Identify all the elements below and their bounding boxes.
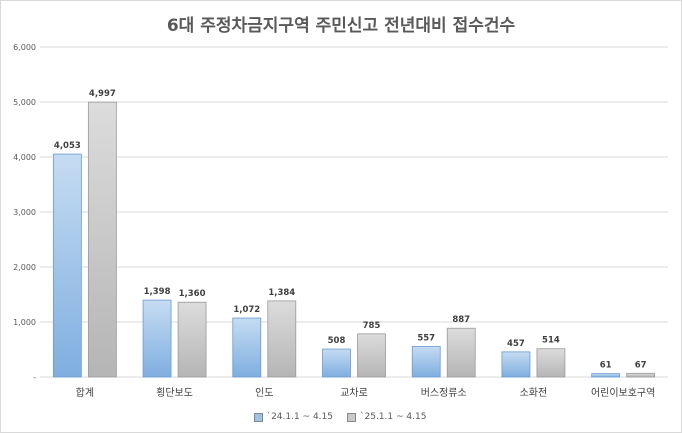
- data-label: 67: [635, 360, 647, 370]
- y-axis: - 1,000 2,000 3,000 4,000 5,000 6,000: [13, 43, 36, 382]
- category-label: 버스정류소: [421, 387, 467, 399]
- legend-label-2025: `25.1.1 ~ 4.15: [360, 412, 427, 422]
- y-tick-label: 1,000: [13, 318, 36, 327]
- bar-0-0: [52, 153, 82, 378]
- bar-0-1: [142, 299, 172, 378]
- category-label: 소화전: [520, 387, 548, 399]
- data-label: 1,072: [233, 305, 260, 315]
- bar-1-6: [626, 372, 656, 378]
- y-tick-label: 5,000: [13, 98, 36, 107]
- data-label: 785: [363, 321, 381, 331]
- data-label: 1,398: [144, 287, 171, 297]
- data-label: 508: [328, 336, 346, 346]
- legend: `24.1.1 ~ 4.15 `25.1.1 ~ 4.15: [0, 412, 680, 422]
- category-label: 합계: [76, 387, 94, 399]
- y-tick-label: 6,000: [13, 43, 36, 52]
- bar-1-3: [357, 333, 386, 378]
- bar-1-5: [536, 348, 566, 378]
- data-label: 1,384: [268, 288, 295, 298]
- bar-0-3: [322, 348, 351, 378]
- legend-item-2025: `25.1.1 ~ 4.15: [347, 412, 426, 422]
- bars: [52, 101, 656, 378]
- gridlines: [40, 46, 668, 378]
- legend-swatch-2024: [253, 412, 263, 422]
- data-label: 514: [542, 336, 560, 346]
- legend-swatch-2025: [347, 412, 356, 422]
- bar-0-6: [591, 373, 621, 378]
- chart-title: 6대 주정차금지구역 주민신고 전년대비 접수건수: [166, 16, 516, 36]
- bar-1-0: [87, 101, 117, 378]
- bar-1-1: [177, 301, 207, 378]
- data-label: 557: [417, 333, 435, 343]
- legend-item-2024: `24.1.1 ~ 4.15: [253, 412, 333, 422]
- data-label: 887: [452, 315, 470, 325]
- x-axis: 합계 횡단보도 인도 교차로 버스정류소 소화전 어린이보호구역: [76, 387, 656, 399]
- data-label: 457: [507, 339, 525, 349]
- data-label: 1,360: [179, 289, 206, 299]
- bar-0-4: [411, 345, 441, 378]
- data-labels: 4,053 4,997 1,398 1,360 1,072 1,384 508 785 557 8…: [54, 89, 647, 370]
- legend-label-2024: `24.1.1 ~ 4.15: [266, 412, 333, 422]
- category-label: 횡단보도: [156, 387, 193, 399]
- category-label: 인도: [255, 387, 273, 399]
- y-tick-label: 2,000: [13, 263, 36, 272]
- bar-0-5: [501, 351, 531, 378]
- y-tick-label: -: [33, 373, 36, 382]
- category-label: 교차로: [340, 387, 368, 399]
- data-label: 61: [600, 361, 612, 371]
- y-tick-label: 3,000: [13, 208, 36, 217]
- data-label: 4,997: [89, 89, 116, 99]
- y-tick-label: 4,000: [13, 153, 36, 162]
- data-label: 4,053: [54, 141, 81, 151]
- bar-1-4: [446, 327, 476, 378]
- bar-1-2: [267, 300, 297, 378]
- category-label: 어린이보호구역: [591, 387, 655, 399]
- bar-0-2: [232, 317, 262, 378]
